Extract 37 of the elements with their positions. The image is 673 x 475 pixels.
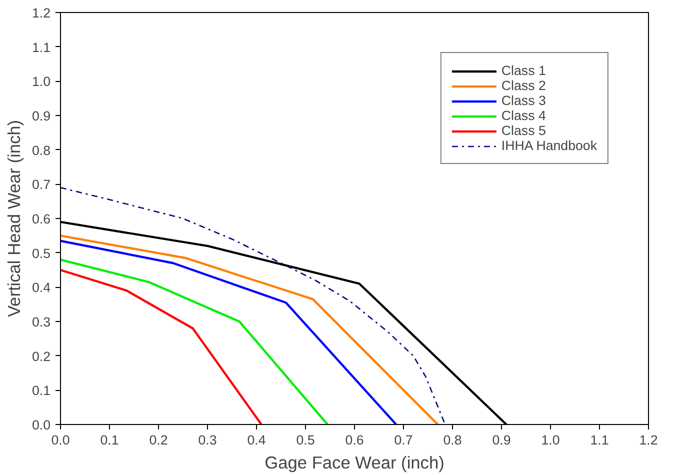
legend-label: Class 4 xyxy=(501,108,546,123)
x-axis-title: Gage Face Wear (inch) xyxy=(264,452,444,472)
line-series xyxy=(60,186,446,424)
y-tick-label: 0.2 xyxy=(32,348,51,364)
line-series xyxy=(60,268,262,424)
x-tick-label: 1.2 xyxy=(639,432,658,448)
legend-label: Class 1 xyxy=(501,63,546,78)
legend-label: Class 5 xyxy=(501,123,546,138)
y-axis-title: Vertical Head Wear (inch) xyxy=(4,120,24,318)
y-tick-label: 0.3 xyxy=(32,314,51,330)
legend-label: IHHA Handbook xyxy=(501,138,597,153)
y-tick-label: 0.8 xyxy=(32,142,51,158)
x-tick-label: 0.8 xyxy=(443,432,462,448)
y-tick-label: 1.2 xyxy=(32,6,51,20)
x-tick-label: 0.5 xyxy=(296,432,315,448)
y-tick-label: 0.0 xyxy=(32,418,51,432)
y-tick-label: 1.1 xyxy=(32,40,51,55)
y-tick-label: 0.9 xyxy=(32,108,51,124)
legend-label: Class 2 xyxy=(501,78,546,93)
y-tick-label: 0.5 xyxy=(32,246,51,261)
x-tick-label: 0.4 xyxy=(247,432,266,448)
x-tick-label: 0.9 xyxy=(492,432,511,448)
y-tick-label: 0.1 xyxy=(32,383,51,398)
x-tick-label: 0.0 xyxy=(51,432,70,448)
x-tick-label: 0.3 xyxy=(198,432,217,448)
y-tick-label: 0.6 xyxy=(32,212,51,226)
x-tick-label: 0.2 xyxy=(149,432,168,448)
line-series xyxy=(60,258,329,424)
x-tick-label: 1.1 xyxy=(590,432,609,448)
x-tick-label: 0.6 xyxy=(345,432,364,448)
x-tick-label: 0.7 xyxy=(394,432,413,448)
y-tick-label: 0.4 xyxy=(32,280,52,296)
x-tick-label: 1.0 xyxy=(541,432,560,448)
legend-label: Class 3 xyxy=(501,93,546,108)
y-tick-label: 1.0 xyxy=(32,74,51,90)
x-tick-label: 0.1 xyxy=(100,432,119,448)
y-tick-label: 0.7 xyxy=(32,177,51,192)
